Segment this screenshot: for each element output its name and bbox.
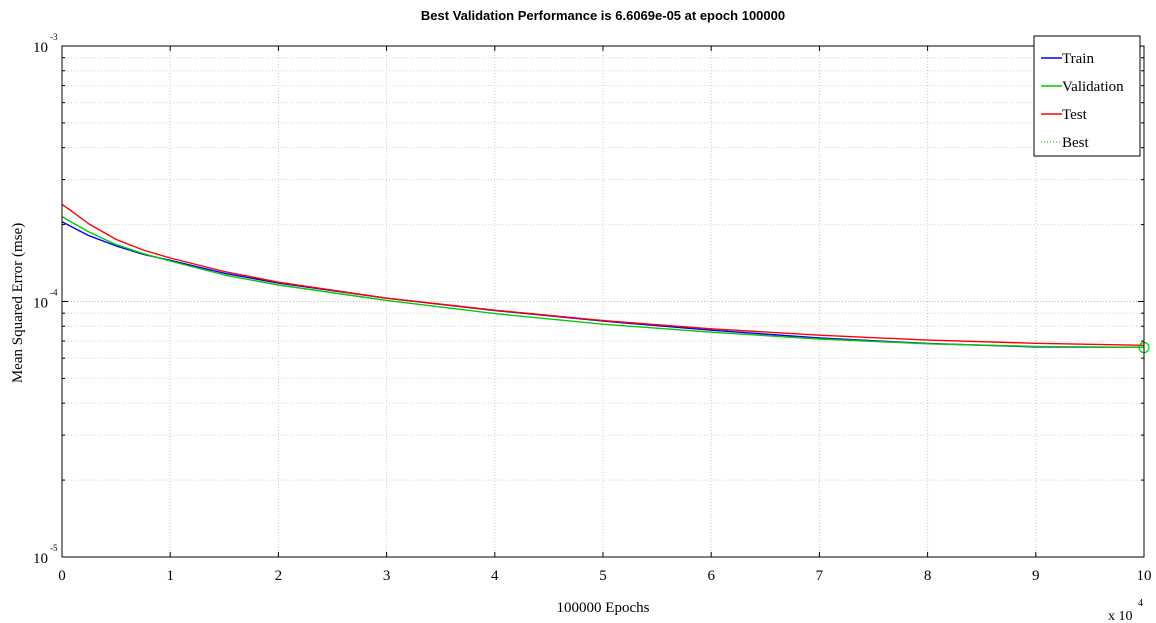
x-multiplier-base: x 10 [1108, 609, 1133, 623]
legend-label-best: Best [1062, 135, 1090, 151]
x-tick-label: 1 [166, 568, 174, 584]
y-tick-label: 10 [33, 296, 48, 312]
x-tick-label: 3 [383, 568, 391, 584]
legend-box [1033, 35, 1141, 157]
x-multiplier-exponent: 4 [1138, 598, 1143, 609]
x-multiplier: x 10 4 [1108, 598, 1143, 623]
x-tick-label: 7 [816, 568, 824, 584]
x-tick-label: 8 [924, 568, 932, 584]
y-tick-label: 10 [33, 551, 48, 567]
y-axis-label: Mean Squared Error (mse) [10, 223, 26, 383]
y-tick-label: 10 [33, 40, 48, 56]
legend-label-test: Test [1062, 107, 1088, 123]
series-line-test [61, 203, 1145, 346]
y-tick-label-exponent: -4 [50, 288, 58, 298]
x-tick-label: 2 [275, 568, 283, 584]
x-tick-label: 10 [1137, 568, 1152, 584]
x-tick-label: 6 [707, 568, 715, 584]
x-axis-label: 100000 Epochs [557, 600, 650, 616]
x-tick-label: 5 [599, 568, 607, 584]
y-tick-label-exponent: -3 [50, 32, 58, 42]
chart-title: Best Validation Performance is 6.6069e-0… [421, 8, 785, 23]
x-tick-label: 0 [58, 568, 66, 584]
legend: Train Validation Test Best [1033, 35, 1141, 157]
y-tick-label-exponent: -5 [50, 543, 58, 553]
x-tick-label: 9 [1032, 568, 1040, 584]
grid-lines [61, 45, 1145, 558]
legend-label-train: Train [1062, 51, 1094, 67]
series-line-validation [61, 215, 1145, 349]
x-tick-label: 4 [491, 568, 499, 584]
legend-label-validation: Validation [1062, 79, 1124, 95]
